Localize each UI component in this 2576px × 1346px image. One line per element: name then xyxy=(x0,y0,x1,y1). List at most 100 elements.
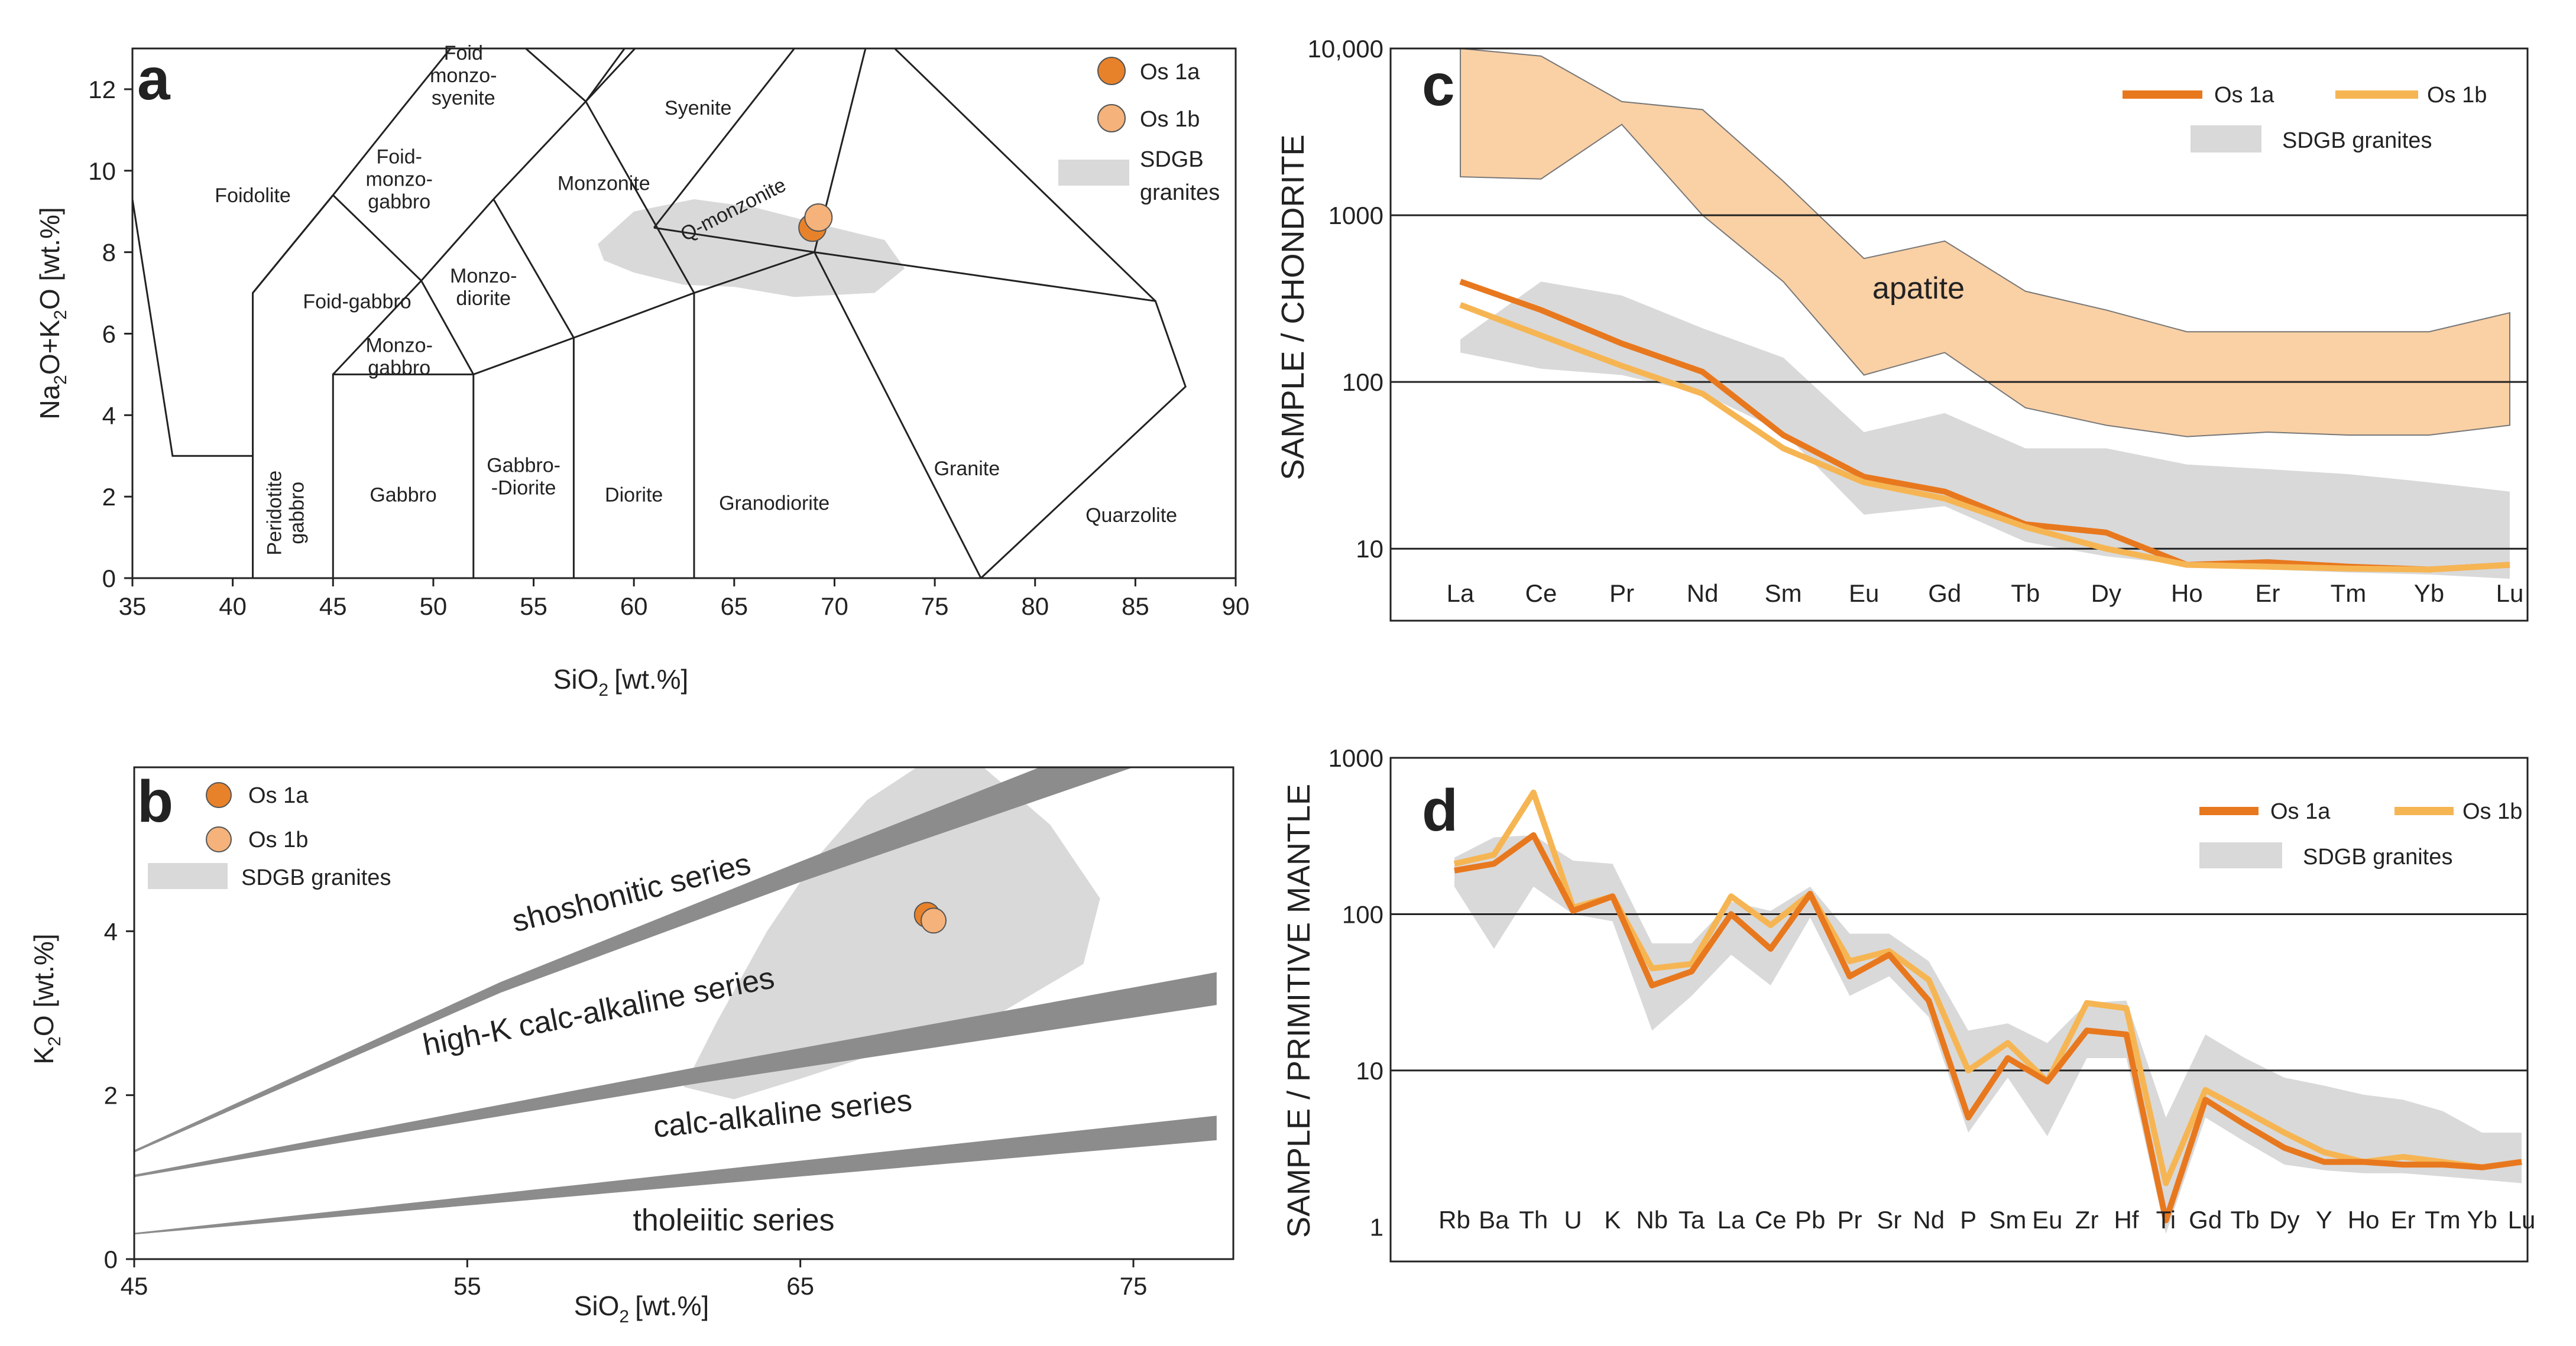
legend-marker-os1b xyxy=(206,826,232,852)
x-tick-label: Lu xyxy=(2508,1206,2536,1234)
legend-label-os1b: Os 1b xyxy=(1140,107,1200,132)
field-label-syenite: Syenite xyxy=(665,97,731,119)
legend-swatch-sdgb xyxy=(2191,125,2261,153)
series-label: shoshonitic series xyxy=(508,846,754,939)
y-tick-label: 2 xyxy=(104,1082,118,1110)
legend-marker-os1a xyxy=(1097,57,1126,85)
x-tick-label: Ba xyxy=(1479,1206,1509,1234)
apatite-label: apatite xyxy=(1872,271,1965,306)
x-tick-label: Dy xyxy=(2269,1206,2299,1234)
x-tick-label: Lu xyxy=(2496,579,2524,607)
legend-swatch-sdgb xyxy=(2199,842,2282,868)
high-k-boundary xyxy=(134,972,1217,1178)
x-tick-label: Tm xyxy=(2331,579,2367,607)
panel-b-ylabel: K2O [wt.%] xyxy=(28,933,64,1064)
panel-b-plot xyxy=(134,767,1217,1235)
series-lines xyxy=(1459,278,2510,573)
panel-a-axes: 35 40 45 50 55 60 65 70 75 80 85 90 0 2 4 6 8 10 12 xyxy=(88,76,1249,620)
tas-field-boundaries xyxy=(132,48,1187,578)
y-tick-label: 4 xyxy=(104,917,118,945)
field-label-peridotite-gabbro: gabbro xyxy=(286,482,308,544)
field-label-gabbro-diorite: -Diorite xyxy=(491,477,556,500)
panel-d: 1000 100 10 1 Rb Ba Th U K Nb Ta La Ce Pb Pr Sr Nd P Sm Eu Z… xyxy=(1281,744,2536,1263)
panel-a-letter: a xyxy=(137,46,171,112)
x-tick-label: Ce xyxy=(1525,579,1557,607)
x-tick-label: Pr xyxy=(1609,579,1634,607)
x-tick-label: 55 xyxy=(453,1272,481,1300)
y-tick-label: 1000 xyxy=(1328,202,1383,229)
legend-swatch-sdgb xyxy=(148,863,228,889)
legend-label-granites: granites xyxy=(1140,180,1220,205)
x-tick-label: 40 xyxy=(219,592,247,620)
x-tick-label: Ta xyxy=(1679,1206,1705,1234)
panel-c-axes: 10,000 1000 100 10 La Ce Pr Nd Sm Eu Gd Tb Dy Ho Er Tm Y… xyxy=(1308,35,2524,607)
panel-d-axes: 1000 100 10 1 Rb Ba Th U K Nb Ta La Ce Pb Pr Sr Nd P Sm Eu Z… xyxy=(1328,744,2536,1241)
y-tick-label: 10 xyxy=(1356,535,1383,563)
x-tick-label: 45 xyxy=(319,592,347,620)
panel-b-legend: Os 1a Os 1b SDGB granites xyxy=(148,782,391,890)
sdgb-granites-field xyxy=(1454,835,2522,1234)
panel-a-legend: Os 1a Os 1b SDGB granites xyxy=(1058,57,1220,205)
field-label-gabbro-diorite: Gabbro- xyxy=(487,455,560,477)
field-label-monzo-diorite: Monzo- xyxy=(450,265,517,287)
x-tick-label: Ce xyxy=(1755,1206,1787,1234)
panel-c-frame xyxy=(1389,47,2529,622)
legend-label-os1b: Os 1b xyxy=(248,828,308,852)
x-tick-label: Nd xyxy=(1913,1206,1945,1234)
field-label-monzo-gabbro: Monzo- xyxy=(366,334,433,356)
series-lines xyxy=(1453,789,2522,1224)
x-tick-label: 60 xyxy=(620,592,648,620)
x-tick-label: Yb xyxy=(2467,1206,2497,1234)
x-tick-label: 55 xyxy=(520,592,547,620)
legend-marker-os1a xyxy=(206,782,232,808)
legend-label-os1a: Os 1a xyxy=(2214,83,2274,108)
x-tick-label: Sm xyxy=(1989,1206,2026,1234)
x-tick-label: Zr xyxy=(2075,1206,2099,1234)
x-tick-label: 50 xyxy=(420,592,448,620)
x-tick-label: La xyxy=(1447,579,1475,607)
series-line-os1b xyxy=(1459,302,2510,573)
panel-c-legend: Os 1a Os 1b SDGB granites xyxy=(2123,83,2487,153)
field-label-foid-monzo-syenite: monzo- xyxy=(430,64,497,87)
panel-b-frame xyxy=(133,766,1234,1260)
y-tick-label: 10 xyxy=(88,157,116,185)
y-tick-label: 0 xyxy=(102,565,116,592)
x-tick-label: Tb xyxy=(2011,579,2040,607)
field-boundary xyxy=(332,194,475,375)
legend-label-os1a: Os 1a xyxy=(1140,60,1200,85)
field-boundary xyxy=(585,100,695,294)
y-tick-label: 100 xyxy=(1342,368,1383,396)
field-label-foid-monzo-syenite: syenite xyxy=(432,87,495,109)
panel-b-samples xyxy=(913,901,947,934)
panel-a-samples xyxy=(798,203,833,242)
y-tick-label: 1 xyxy=(1370,1213,1383,1241)
panel-a-ylabel: Na2O+K2O [wt.%] xyxy=(34,207,70,419)
panel-c: 10,000 1000 100 10 La Ce Pr Nd Sm Eu Gd Tb Dy Ho Er Tm Y… xyxy=(1275,35,2529,622)
x-tick-label: Yb xyxy=(2414,579,2444,607)
field-label-granite: Granite xyxy=(934,458,1000,480)
sdgb-granites-field xyxy=(1460,281,2510,579)
x-tick-label: 35 xyxy=(119,592,147,620)
x-tick-label: U xyxy=(1564,1206,1582,1234)
x-tick-label: 65 xyxy=(720,592,748,620)
legend-label-sdgb: SDGB xyxy=(1140,147,1204,172)
field-label-monzo-diorite: diorite xyxy=(456,287,511,310)
panel-c-letter: c xyxy=(1422,52,1455,118)
field-label-foidolite: Foidolite xyxy=(215,184,291,207)
x-tick-label: Eu xyxy=(2032,1206,2062,1234)
x-tick-label: Nb xyxy=(1636,1206,1668,1234)
calc-alkaline-boundary xyxy=(134,1115,1217,1235)
x-tick-label: Sm xyxy=(1765,579,1802,607)
x-tick-label: La xyxy=(1718,1206,1745,1234)
series-label: tholeiitic series xyxy=(633,1203,834,1237)
y-tick-label: 2 xyxy=(102,483,116,511)
series-line-os1b xyxy=(1453,789,2522,1186)
field-boundary xyxy=(492,199,575,339)
field-boundary xyxy=(585,48,626,102)
x-tick-label: Gd xyxy=(1928,579,1961,607)
sdgb-granites-region xyxy=(598,199,905,297)
field-label-foid-monzo-syenite: Foid xyxy=(444,42,483,64)
panel-a-frame xyxy=(131,47,1237,579)
